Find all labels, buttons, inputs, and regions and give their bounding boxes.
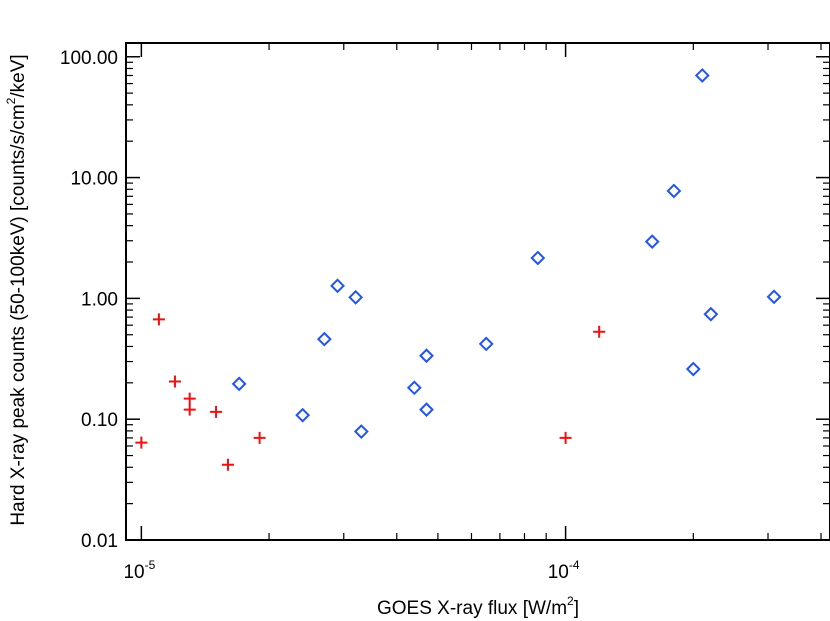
y-axis-label-superscript: 2 [4, 97, 18, 104]
diamond-point [766, 289, 782, 305]
plot-frame [125, 42, 830, 541]
plus-point [210, 405, 223, 418]
plus-point [253, 431, 266, 444]
plus-point [221, 458, 234, 471]
diamond-point [353, 424, 369, 439]
x-tick-label-exponent: -4 [569, 558, 580, 572]
diamond-point [419, 348, 434, 364]
diamond-point [685, 361, 701, 377]
axis-ticks [126, 43, 830, 541]
diamond-point [419, 402, 434, 418]
plus-point [135, 436, 148, 449]
diamond-point [330, 278, 345, 294]
diamond-point [406, 380, 422, 396]
y-tick-label: 0.01 [81, 531, 118, 552]
diamond-point [644, 234, 660, 250]
x-tick-label: 10-4 [548, 558, 580, 583]
plus-point [152, 313, 165, 326]
x-tick-label: 10-5 [123, 558, 155, 583]
diamond-point [231, 376, 247, 392]
diamond-point [666, 183, 682, 199]
x-axis-label-superscript: 2 [567, 594, 574, 608]
x-tick-label-base: 10 [548, 562, 569, 583]
y-tick-label: 0.10 [81, 410, 118, 431]
plus-point [183, 392, 196, 405]
plus-point [168, 375, 181, 388]
x-tick-label-base: 10 [123, 562, 144, 583]
diamond-point [295, 407, 311, 423]
x-axis-label-end: ] [574, 598, 579, 619]
plus-point [183, 403, 196, 416]
diamond-point [348, 289, 364, 305]
y-tick-label: 10.00 [70, 169, 118, 190]
y-tick-label: 1.00 [81, 289, 118, 310]
y-tick-label: 100.00 [60, 48, 118, 69]
plus-point [559, 431, 572, 444]
diamond-point [478, 336, 494, 352]
diamond-point [530, 250, 546, 266]
data-points [135, 68, 782, 471]
y-axis-label: Hard X-ray peak counts (50-100keV) [coun… [4, 54, 29, 525]
plus-point [593, 325, 606, 338]
diamond-point [316, 331, 332, 347]
diamond-point [703, 306, 719, 322]
x-axis-label: GOES X-ray flux [W/m2] [377, 594, 579, 619]
x-tick-label-exponent: -5 [145, 558, 156, 572]
y-axis-label-end: /keV] [8, 54, 29, 97]
diamond-point [694, 68, 710, 83]
